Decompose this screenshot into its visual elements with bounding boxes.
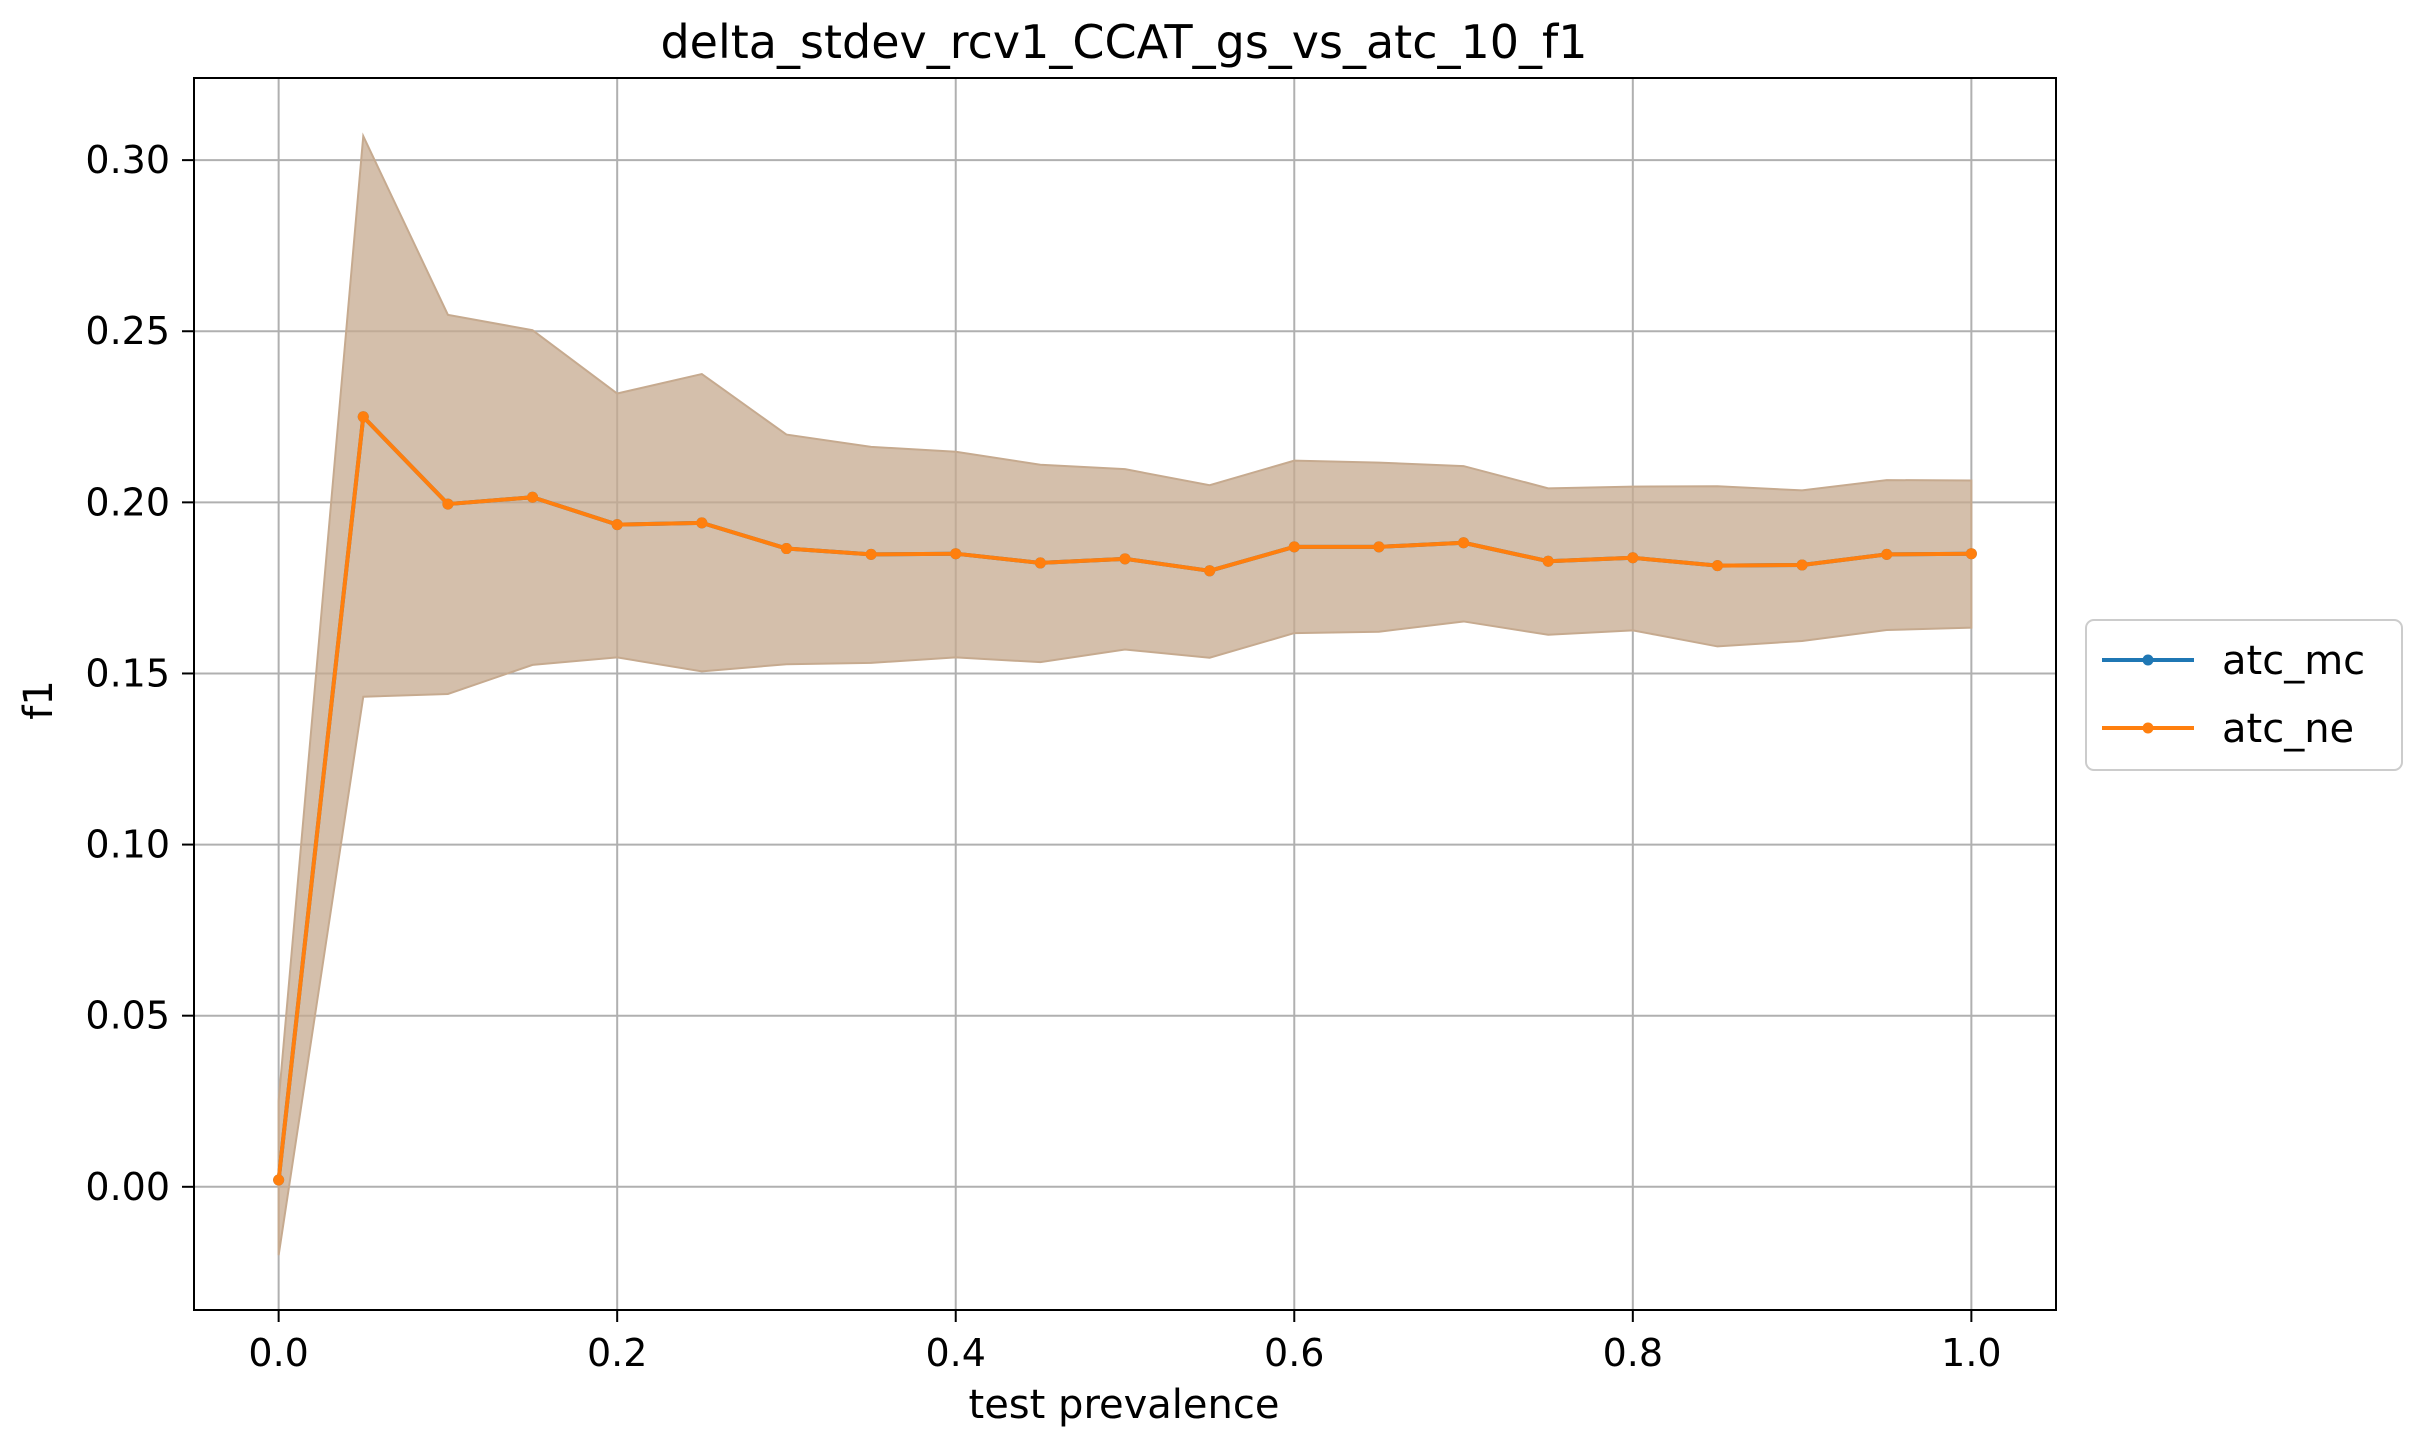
- y-tick-label: 0.10: [85, 823, 170, 867]
- data-point-atc_ne: [1373, 541, 1385, 553]
- data-point-atc_ne: [1119, 553, 1131, 565]
- data-point-atc_ne: [357, 411, 369, 423]
- data-point-atc_ne: [611, 519, 623, 531]
- legend-marker-atc_mc: [2142, 654, 2154, 666]
- legend-marker-atc_ne: [2142, 722, 2154, 734]
- series-layer: [273, 411, 1977, 1186]
- legend-label-atc_mc: atc_mc: [2222, 638, 2365, 684]
- std-band-layer: [277, 132, 1973, 1256]
- x-tick-label: 0.4: [926, 1331, 986, 1375]
- y-tick-label: 0.25: [85, 309, 170, 353]
- x-tick-label: 0.0: [248, 1331, 308, 1375]
- data-point-atc_ne: [1881, 548, 1893, 560]
- data-point-atc_ne: [1627, 552, 1639, 564]
- x-tick-label: 0.8: [1603, 1331, 1663, 1375]
- data-point-atc_ne: [1204, 565, 1216, 577]
- data-point-atc_ne: [527, 491, 539, 503]
- y-tick-label: 0.20: [85, 480, 170, 524]
- x-tick-label: 1.0: [1941, 1331, 2001, 1375]
- data-point-atc_ne: [273, 1174, 285, 1186]
- plot-frame: [193, 77, 2057, 1311]
- legend-label-atc_ne: atc_ne: [2222, 706, 2354, 752]
- std-band-atc_ne: [277, 132, 1973, 1256]
- data-point-atc_ne: [950, 548, 962, 560]
- data-point-atc_ne: [1965, 548, 1977, 560]
- data-point-atc_ne: [1288, 541, 1300, 553]
- y-tick-label: 0.30: [85, 138, 170, 182]
- y-tick-label: 0.15: [85, 651, 170, 695]
- y-axis-title: f1: [16, 680, 62, 720]
- x-axis-title: test prevalence: [969, 1382, 1280, 1428]
- data-point-atc_ne: [1796, 559, 1808, 571]
- data-point-atc_ne: [1711, 560, 1723, 572]
- data-point-atc_ne: [1458, 537, 1470, 549]
- legend: atc_mc atc_ne: [2085, 619, 2403, 771]
- data-point-atc_ne: [1034, 557, 1046, 569]
- y-tick-label: 0.00: [85, 1165, 170, 1209]
- tick-layer: 0.0 0.2 0.4 0.6 0.8 1.0 0.00 0.05 0.10 0.15 0.20 0.…: [85, 138, 2001, 1375]
- data-point-atc_ne: [442, 498, 454, 510]
- data-point-atc_ne: [865, 548, 877, 560]
- x-tick-label: 0.6: [1264, 1331, 1324, 1375]
- x-tick-label: 0.2: [587, 1331, 647, 1375]
- chart-title: delta_stdev_rcv1_CCAT_gs_vs_atc_10_f1: [660, 15, 1587, 69]
- y-tick-label: 0.05: [85, 994, 170, 1038]
- data-point-atc_ne: [1542, 555, 1554, 567]
- legend-box: [2085, 619, 2403, 771]
- data-point-atc_ne: [780, 543, 792, 555]
- data-point-atc_ne: [696, 517, 708, 529]
